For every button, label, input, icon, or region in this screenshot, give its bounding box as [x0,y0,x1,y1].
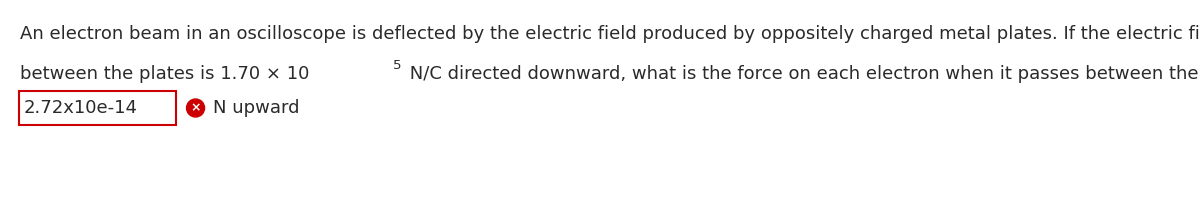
Text: 2.72x10e-14: 2.72x10e-14 [24,99,138,117]
Text: N/C directed downward, what is the force on each electron when it passes between: N/C directed downward, what is the force… [404,65,1200,83]
Text: ×: × [191,101,200,114]
Text: An electron beam in an oscilloscope is deflected by the electric field produced : An electron beam in an oscilloscope is d… [20,25,1200,43]
Circle shape [186,99,204,117]
Text: between the plates is 1.70 × 10: between the plates is 1.70 × 10 [20,65,310,83]
Text: N upward: N upward [212,99,299,117]
Text: 5: 5 [394,59,402,72]
